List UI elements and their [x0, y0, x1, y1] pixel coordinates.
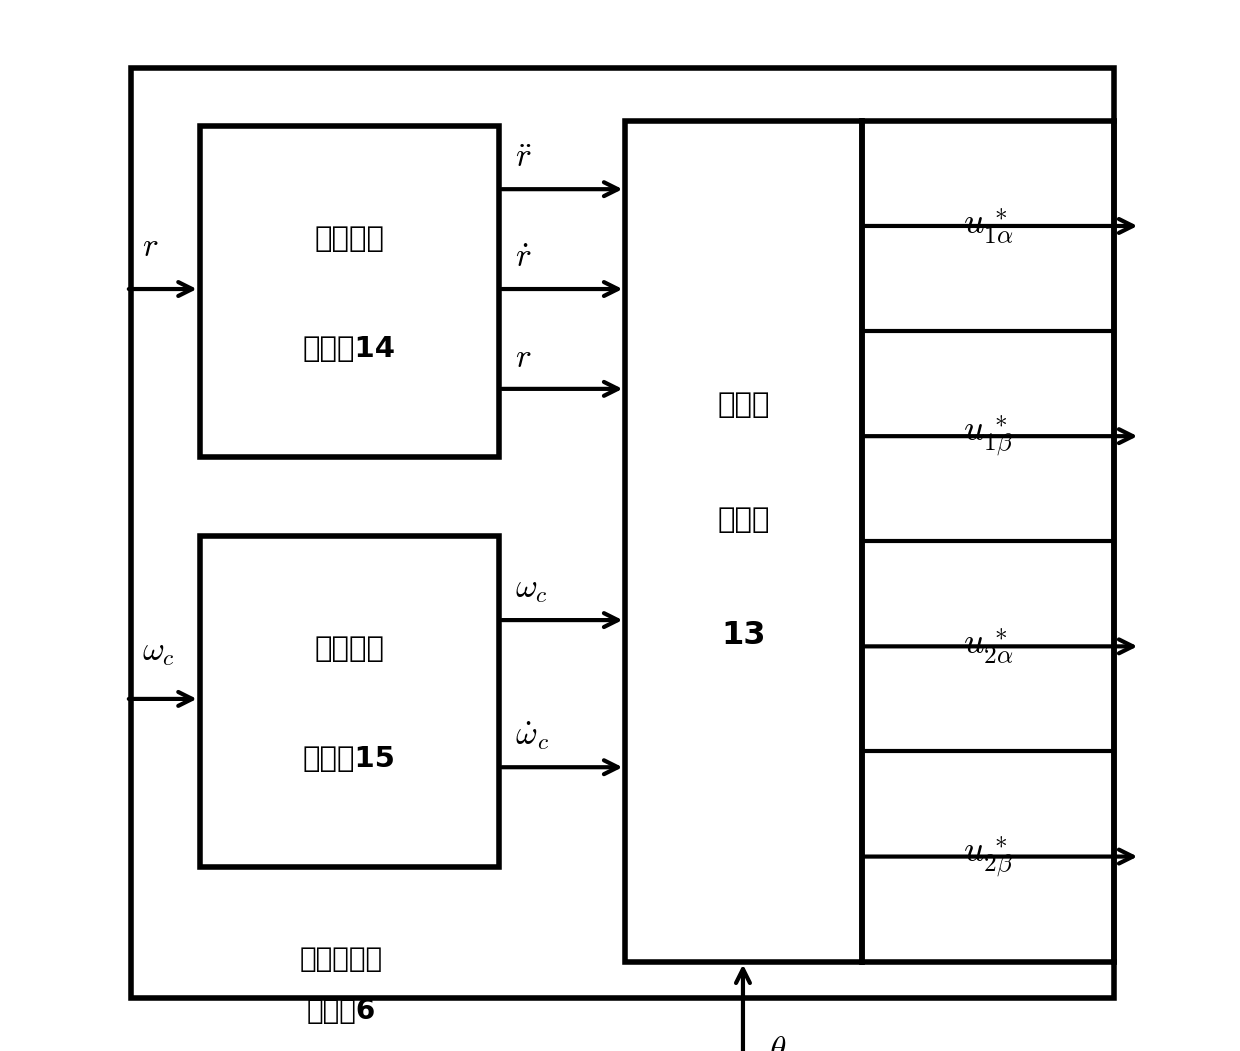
Bar [131, 68, 1114, 998]
Text: $u_{2\beta}^{\,*}$: $u_{2\beta}^{\,*}$ [962, 834, 1013, 879]
Text: $\dot{r}$: $\dot{r}$ [515, 241, 532, 274]
Bar [625, 121, 862, 962]
Text: 模糊神经网: 模糊神经网 [300, 945, 383, 972]
Bar [200, 126, 500, 457]
Bar [200, 536, 500, 867]
Text: $\theta$: $\theta$ [769, 1034, 786, 1051]
Text: $\omega_c$: $\omega_c$ [141, 635, 175, 668]
Text: 处理器14: 处理器14 [303, 335, 396, 364]
Text: $r$: $r$ [141, 230, 159, 264]
Text: 模糊神: 模糊神 [717, 391, 770, 418]
Text: $r$: $r$ [515, 341, 532, 374]
Text: 处理器15: 处理器15 [303, 745, 396, 774]
Text: 二阶差分: 二阶差分 [315, 225, 384, 253]
Text: 一阶差分: 一阶差分 [315, 635, 384, 663]
Text: $\dot{\omega}_c$: $\dot{\omega}_c$ [515, 719, 549, 753]
Text: $u_{1\alpha}^{\,*}$: $u_{1\alpha}^{\,*}$ [962, 206, 1013, 246]
Text: 络系统6: 络系统6 [306, 997, 376, 1025]
Text: 经网络: 经网络 [717, 507, 770, 534]
Text: $\ddot{r}$: $\ddot{r}$ [515, 141, 532, 174]
Text: $u_{1\beta}^{\,*}$: $u_{1\beta}^{\,*}$ [962, 414, 1013, 458]
Text: 13: 13 [722, 620, 766, 652]
Text: $\omega_c$: $\omega_c$ [515, 572, 548, 605]
Text: $u_{2\alpha}^{\,*}$: $u_{2\alpha}^{\,*}$ [962, 626, 1013, 666]
